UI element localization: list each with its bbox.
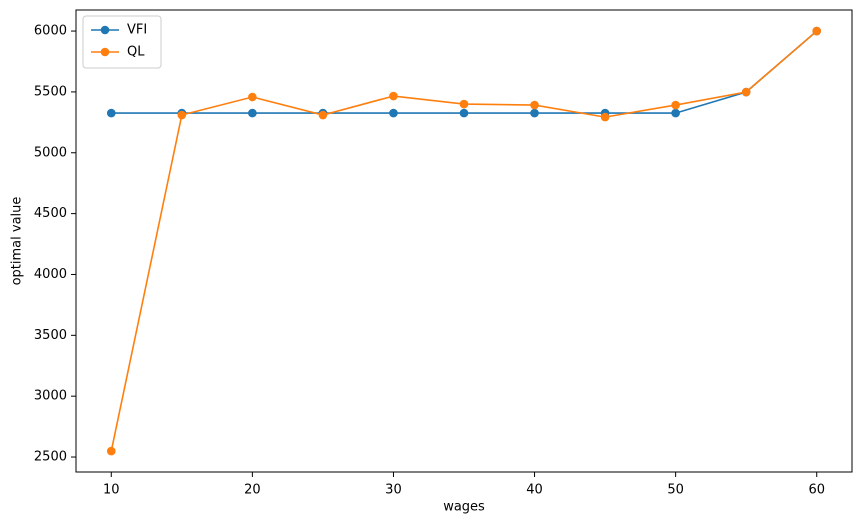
point [177,110,187,120]
x-tick-label: 40 [526,483,543,498]
plot-frame [75,9,853,473]
point [812,26,822,36]
y-tick-label: 6000 [34,24,67,39]
legend-label: QL [127,45,145,60]
x-tick-label: 30 [385,483,402,498]
point [248,92,257,102]
legend-marker [100,47,110,57]
point [459,108,469,118]
x-axis-label: wages [443,500,485,515]
legend-box [82,15,162,69]
point [600,112,610,122]
series-line [110,30,818,452]
y-tick-label: 3000 [34,389,67,404]
legend-marker [100,25,110,35]
point [389,91,398,101]
point [530,100,539,110]
y-tick-label: 5500 [34,84,67,99]
point [530,108,539,118]
point [318,110,328,120]
x-tick-label: 60 [808,483,825,498]
point [671,108,680,118]
point [459,99,469,109]
point [248,108,257,118]
point [106,108,116,118]
y-tick-label: 4000 [34,267,67,282]
y-tick-label: 3500 [34,328,67,343]
x-tick-label: 20 [244,483,261,498]
y-tick-label: 4500 [34,206,67,221]
legend-label: VFI [127,23,147,38]
y-axis-label: optimal value [10,197,25,286]
x-tick-label: 50 [667,483,684,498]
y-tick-label: 2500 [34,450,67,465]
x-tick-label: 10 [103,483,120,498]
point [671,100,680,110]
legend: VFI QL [82,15,162,69]
point [389,108,398,118]
point [106,446,116,456]
point [741,87,751,97]
y-tick-label: 5000 [34,145,67,160]
